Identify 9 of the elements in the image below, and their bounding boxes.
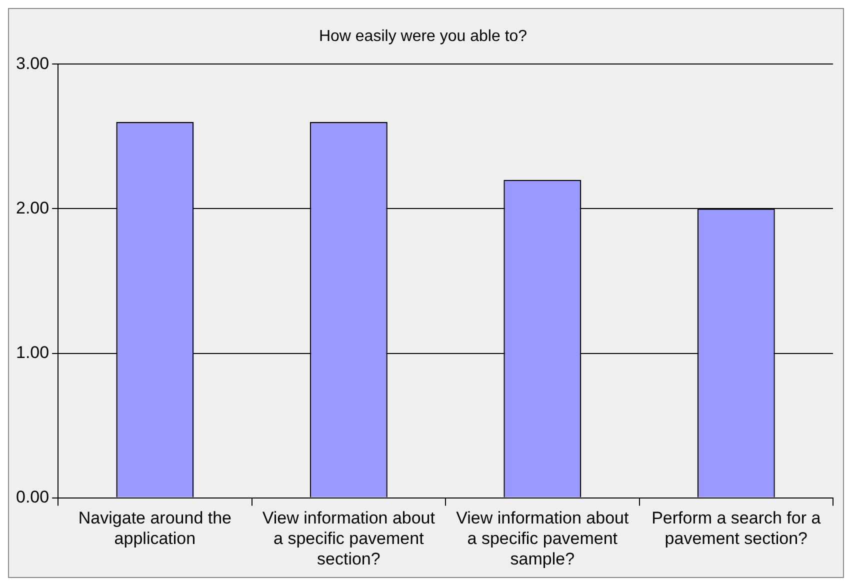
x-tick-label: Navigate around the application [78,508,232,548]
y-tick-label: 2.00 [16,198,50,218]
y-tick-label: 1.00 [16,342,50,362]
x-tick-label: View information about a specific pavement section? [262,508,436,568]
x-tick-label: Perform a search for a pavement section? [652,508,822,548]
chart-title: How easily were you able to? [318,28,528,46]
x-tick-label: View information about a specific pavement sample? [456,508,629,568]
y-tick-label: 0.00 [16,487,50,506]
y-tick-label: 3.00 [16,54,50,73]
